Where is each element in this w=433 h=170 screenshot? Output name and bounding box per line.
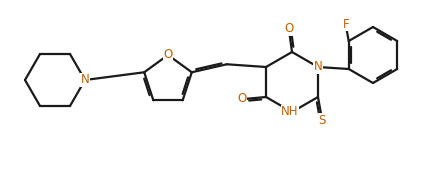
Text: O: O [284, 22, 294, 36]
Text: N: N [313, 61, 322, 73]
Text: O: O [163, 47, 173, 61]
Text: NH: NH [281, 106, 299, 118]
Text: O: O [237, 92, 247, 106]
Text: N: N [81, 73, 89, 87]
Text: F: F [343, 18, 349, 30]
Text: S: S [318, 114, 326, 126]
